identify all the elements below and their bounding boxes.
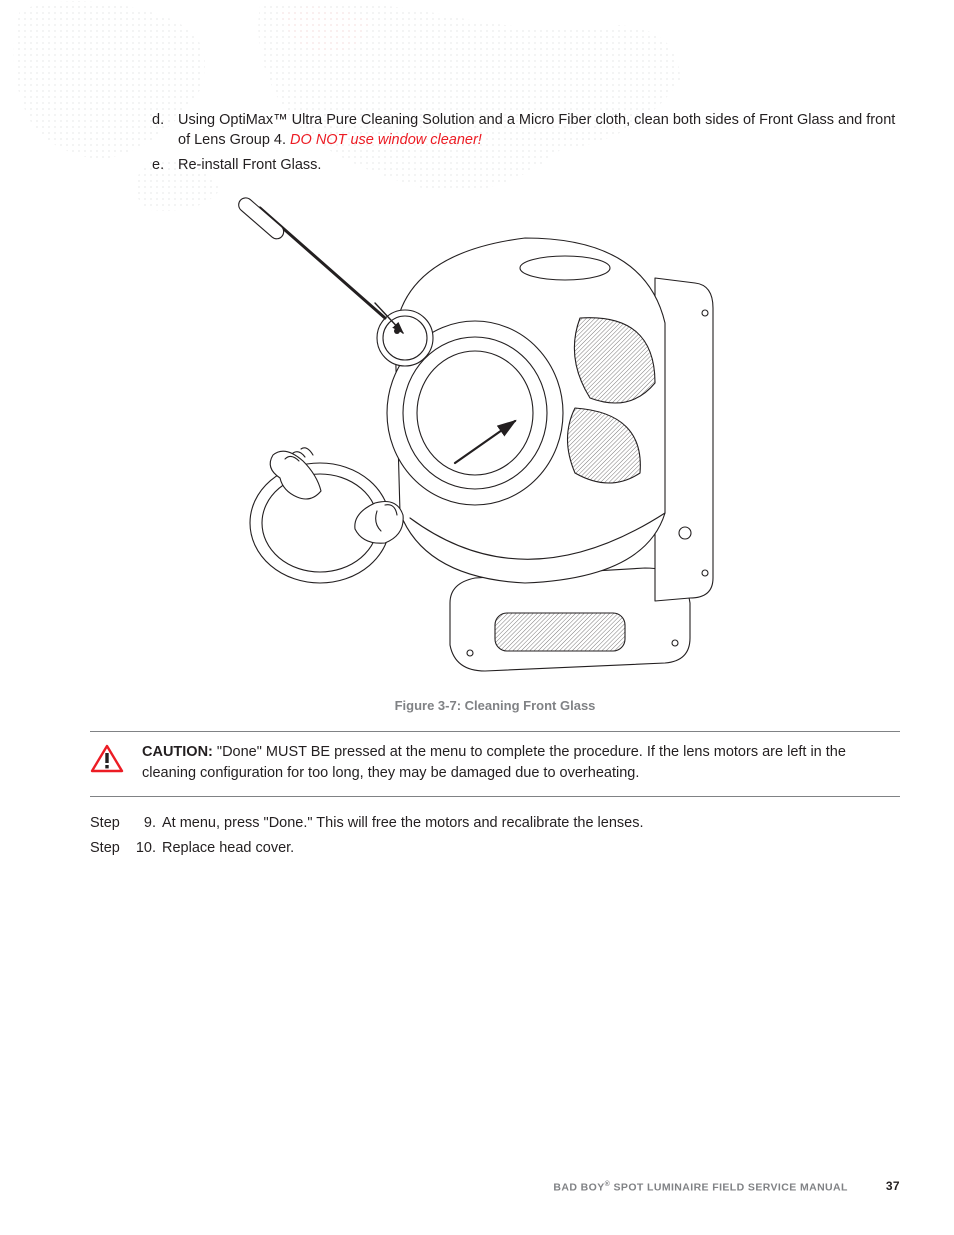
steps: Step 9. At menu, press "Done." This will… xyxy=(90,811,900,860)
page: d. Using OptiMax™ Ultra Pure Cleaning So… xyxy=(0,0,954,1235)
list-item-e: e. Re-install Front Glass. xyxy=(90,155,900,175)
list-text: Re-install Front Glass. xyxy=(178,157,321,173)
footer-text-after: SPOT LUMINAIRE FIELD SERVICE MANUAL xyxy=(610,1181,848,1193)
step-label: Step xyxy=(90,811,134,836)
step-text: Replace head cover. xyxy=(162,836,900,861)
step-number: 10. xyxy=(134,836,162,861)
list-marker: e. xyxy=(90,155,178,175)
step-text: At menu, press "Done." This will free th… xyxy=(162,811,900,836)
list-body: Using OptiMax™ Ultra Pure Cleaning Solut… xyxy=(178,110,900,151)
content-area: d. Using OptiMax™ Ultra Pure Cleaning So… xyxy=(90,110,900,860)
footer-text-before: BAD BOY xyxy=(553,1181,604,1193)
figure-caption: Figure 3-7: Cleaning Front Glass xyxy=(90,698,900,713)
list-text: Using OptiMax™ Ultra Pure Cleaning Solut… xyxy=(178,112,895,148)
list-warning-text: DO NOT use window cleaner! xyxy=(290,132,482,148)
footer-title: BAD BOY® SPOT LUMINAIRE FIELD SERVICE MA… xyxy=(553,1181,847,1194)
caution-block: CAUTION: "Done" MUST BE pressed at the m… xyxy=(90,731,900,797)
figure-3-7: Figure 3-7: Cleaning Front Glass xyxy=(90,183,900,713)
page-number: 37 xyxy=(886,1179,900,1193)
step-label: Step xyxy=(90,836,134,861)
caution-label: CAUTION: xyxy=(142,744,213,760)
step-10: Step 10. Replace head cover. xyxy=(90,836,900,861)
list-item-d: d. Using OptiMax™ Ultra Pure Cleaning So… xyxy=(90,110,900,151)
step-9: Step 9. At menu, press "Done." This will… xyxy=(90,811,900,836)
caution-body: "Done" MUST BE pressed at the menu to co… xyxy=(142,744,846,781)
figure-drawing xyxy=(225,183,765,683)
list-body: Re-install Front Glass. xyxy=(178,155,900,175)
page-footer: BAD BOY® SPOT LUMINAIRE FIELD SERVICE MA… xyxy=(90,1179,900,1193)
warning-icon xyxy=(90,742,136,784)
list-marker: d. xyxy=(90,110,178,151)
caution-text: CAUTION: "Done" MUST BE pressed at the m… xyxy=(136,742,900,784)
step-number: 9. xyxy=(134,811,162,836)
